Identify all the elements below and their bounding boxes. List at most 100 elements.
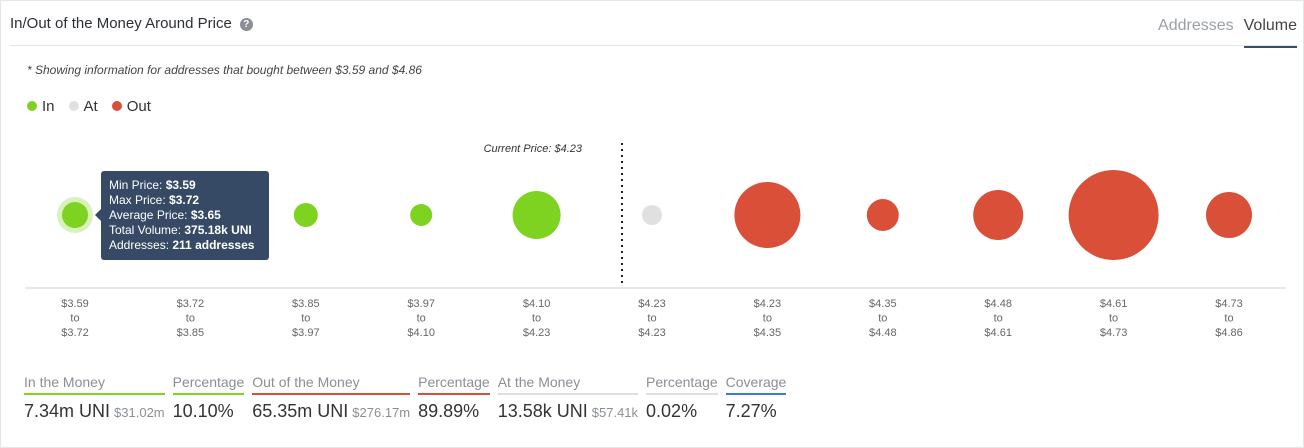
x-tick-label: $4.73 — [1100, 327, 1128, 339]
stat-main: 89.89% — [418, 401, 480, 421]
legend: In At Out — [27, 98, 151, 115]
stat-1: Percentage 10.10% — [172, 374, 245, 422]
legend-label: At — [83, 98, 98, 115]
tab-addresses[interactable]: Addresses — [1158, 17, 1234, 34]
x-tick-label: $4.10 — [407, 327, 435, 339]
x-tick-label: $4.86 — [1215, 327, 1243, 339]
x-tick-label: to — [994, 313, 1003, 325]
stat-value: 13.58k UNI $57.41k — [498, 401, 638, 422]
tooltip-label: Max Price: — [109, 193, 170, 207]
tooltip-value: 375.18k UNI — [184, 223, 252, 237]
stat-5: Percentage 0.02% — [646, 374, 718, 422]
tooltip-row: Average Price: $3.65 — [109, 208, 261, 223]
x-tick-label: $3.72 — [61, 327, 89, 339]
x-tick-label: $4.61 — [1100, 298, 1128, 310]
tooltip: Min Price: $3.59 Max Price: $3.72 Averag… — [95, 171, 269, 260]
stat-3: Percentage 89.89% — [418, 374, 490, 422]
x-tick-label: to — [301, 313, 310, 325]
legend-label: Out — [126, 98, 151, 115]
x-tick-label: $4.73 — [1215, 298, 1243, 310]
bubble-out[interactable] — [1206, 192, 1252, 238]
in-dot-icon — [27, 101, 37, 111]
x-tick-label: $4.23 — [638, 298, 666, 310]
stat-usd: $31.02m — [114, 405, 165, 420]
stat-value: 65.35m UNI $276.17m — [252, 401, 410, 422]
stat-label: In the Money — [24, 374, 165, 395]
stat-main: 7.34m UNI — [24, 401, 111, 421]
out-dot-icon — [111, 101, 122, 111]
stat-label: At the Money — [497, 374, 639, 395]
title-text: In/Out of the Money Around Price — [10, 15, 232, 32]
tooltip-label: Addresses: — [109, 238, 173, 252]
stat-value: 7.34m UNI $31.02m — [24, 401, 165, 422]
tooltip-row: Max Price: $3.72 — [109, 193, 261, 208]
stat-main: 65.35m UNI — [252, 401, 349, 421]
bubble-at[interactable] — [642, 205, 662, 225]
help-icon[interactable]: ? — [239, 18, 253, 31]
bubble-out[interactable] — [734, 181, 801, 249]
tooltip-value: $3.72 — [169, 193, 200, 207]
current-price-label: Current Price: $4.23 — [484, 143, 583, 155]
tooltip-label: Min Price: — [109, 178, 166, 192]
x-tick-label: $4.61 — [984, 327, 1012, 339]
x-tick-label: to — [186, 313, 195, 325]
bubble-out[interactable] — [866, 199, 899, 231]
stat-value: 0.02% — [646, 401, 718, 422]
x-tick-label: $4.35 — [754, 327, 782, 339]
x-tick-label: $4.10 — [523, 298, 551, 310]
stat-value: 7.27% — [726, 401, 787, 422]
stat-usd: $57.41k — [591, 405, 639, 420]
bubble-in[interactable] — [62, 202, 88, 228]
bubble-in[interactable] — [512, 190, 561, 240]
bubble-in[interactable] — [410, 203, 433, 227]
tab-volume[interactable]: Volume — [1243, 17, 1297, 48]
stat-main: 7.27% — [725, 401, 777, 421]
stat-usd: $276.17m — [352, 405, 411, 420]
stat-4: At the Money 13.58k UNI $57.41k — [497, 374, 639, 422]
tooltip-value: $3.65 — [190, 208, 221, 222]
legend-in[interactable]: In — [27, 98, 55, 115]
x-tick-label: to — [763, 313, 772, 325]
x-tick-label: $4.48 — [984, 298, 1012, 310]
x-tick-label: to — [70, 313, 79, 325]
tooltip-row: Total Volume: 375.18k UNI — [109, 223, 261, 238]
stat-label: Percentage — [172, 374, 245, 395]
x-tick-label: to — [647, 313, 656, 325]
x-tick-label: to — [417, 313, 426, 325]
legend-out[interactable]: Out — [111, 98, 151, 115]
bubble-in[interactable] — [293, 202, 318, 228]
stat-label: Out of the Money — [252, 374, 411, 395]
stat-label: Coverage — [725, 374, 787, 395]
tooltip-value: $3.59 — [165, 178, 196, 192]
bubble-out[interactable] — [973, 189, 1024, 241]
x-tick-label: $3.59 — [61, 298, 89, 310]
stat-6: Coverage 7.27% — [725, 374, 787, 422]
x-tick-label: $4.23 — [754, 298, 782, 310]
x-tick-label: $4.23 — [523, 327, 551, 339]
stat-0: In the Money 7.34m UNI $31.02m — [24, 374, 165, 422]
widget-title: In/Out of the Money Around Price? — [10, 15, 253, 32]
range-note: * Showing information for addresses that… — [27, 63, 422, 77]
at-dot-icon — [68, 101, 79, 111]
x-tick-label: to — [878, 313, 887, 325]
tooltip-row: Min Price: $3.59 — [109, 178, 261, 193]
stat-main: 0.02% — [646, 401, 698, 421]
stat-value: 89.89% — [418, 401, 490, 422]
x-tick-label: $3.85 — [292, 298, 320, 310]
legend-at[interactable]: At — [68, 98, 98, 115]
stat-2: Out of the Money 65.35m UNI $276.17m — [252, 374, 411, 422]
x-tick-label: $3.97 — [407, 298, 435, 310]
bubble-out[interactable] — [1068, 170, 1159, 260]
x-tick-label: $4.35 — [869, 298, 897, 310]
divider — [10, 45, 1297, 46]
x-tick-label: to — [1224, 313, 1233, 325]
x-tick-label: $4.48 — [869, 327, 897, 339]
tooltip-label: Average Price: — [109, 208, 191, 222]
tooltip-label: Total Volume: — [109, 223, 185, 237]
view-tabs: Addresses Volume — [1158, 17, 1297, 48]
summary-stats: In the Money 7.34m UNI $31.02m Percentage 10… — [24, 374, 794, 422]
x-tick-label: $3.85 — [177, 327, 205, 339]
x-tick-label: to — [1109, 313, 1118, 325]
stat-main: 13.58k UNI — [497, 401, 588, 421]
